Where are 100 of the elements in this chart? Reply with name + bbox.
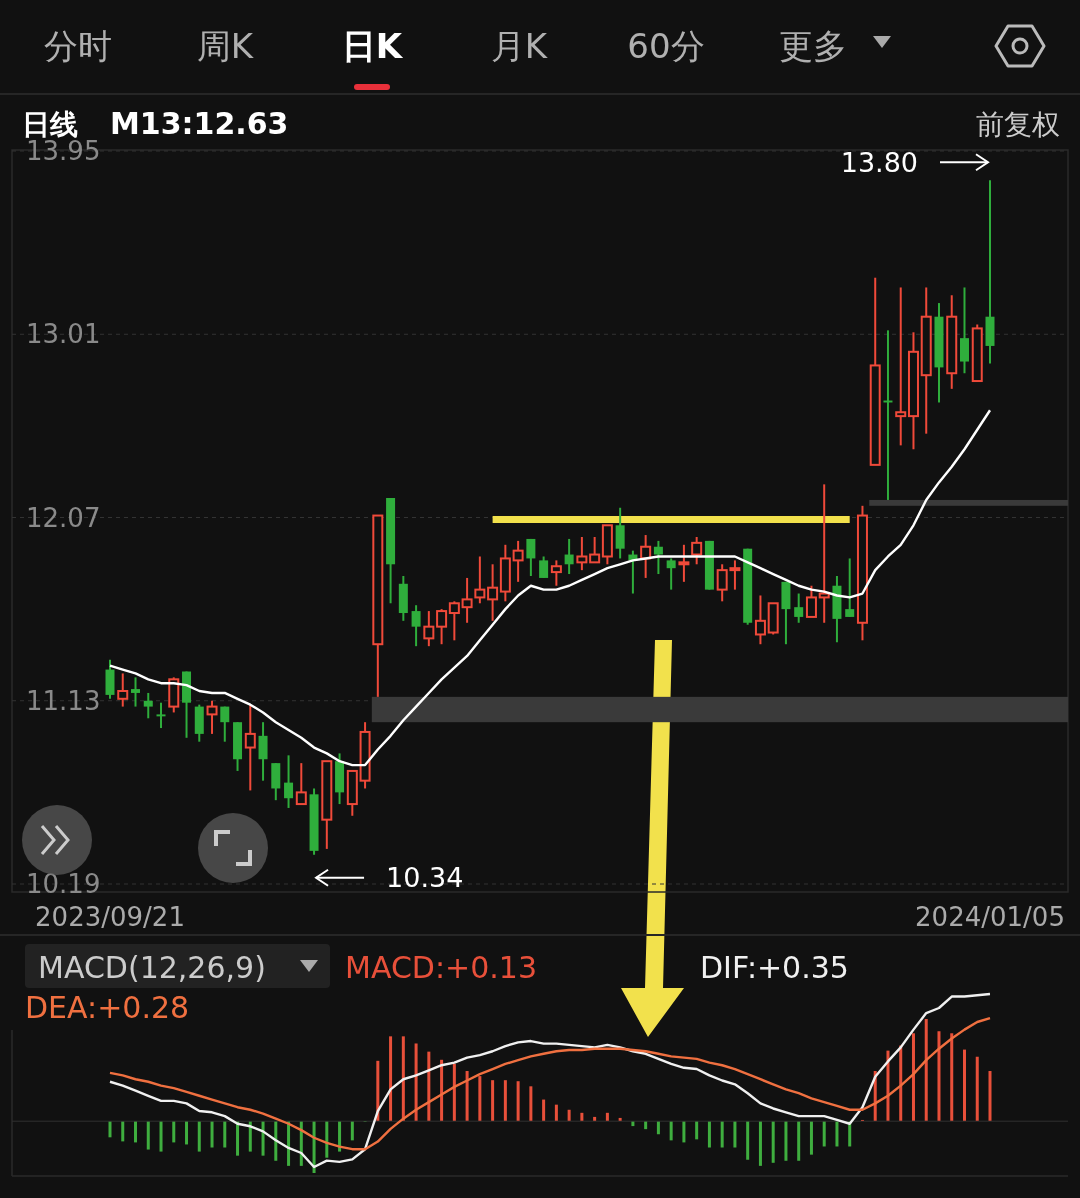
text: 月K <box>490 26 549 66</box>
candlestick <box>564 537 574 576</box>
bar <box>593 1116 597 1121</box>
candlestick <box>526 537 536 577</box>
candlestick <box>284 754 294 809</box>
candlestick <box>423 610 435 648</box>
bar <box>261 1120 265 1156</box>
candlestick <box>487 563 499 622</box>
bar <box>121 1120 125 1142</box>
bar <box>835 1120 839 1147</box>
bar <box>465 1071 469 1121</box>
candlestick <box>461 576 473 624</box>
text: DIF:+0.35 <box>700 950 849 985</box>
candlestick <box>678 543 690 583</box>
bar <box>452 1063 456 1121</box>
candlestick <box>895 286 907 447</box>
candlestick <box>512 539 524 583</box>
bar <box>414 1043 418 1121</box>
bar <box>962 1049 966 1121</box>
bar <box>911 1033 915 1121</box>
bar <box>159 1120 163 1152</box>
bar <box>491 1080 495 1121</box>
bar <box>682 1120 686 1143</box>
bar <box>427 1051 431 1121</box>
text: 更多 <box>779 26 847 66</box>
bar <box>389 1036 393 1121</box>
bar <box>937 1031 941 1121</box>
y-tick-label: 10.19 <box>26 869 101 900</box>
candlestick <box>448 600 460 642</box>
bar <box>325 1120 329 1158</box>
candlestick <box>589 535 601 564</box>
bar <box>656 1120 660 1135</box>
y-tick-label: 12.07 <box>26 502 101 533</box>
candlestick <box>576 535 588 572</box>
bar <box>567 1109 571 1121</box>
bar <box>580 1112 584 1121</box>
bar <box>899 1045 903 1121</box>
bar <box>478 1076 482 1121</box>
candlestick <box>411 604 421 648</box>
candlestick <box>436 608 448 646</box>
bar <box>822 1120 826 1147</box>
candlestick <box>666 557 676 591</box>
bar <box>771 1120 775 1163</box>
candlestick <box>156 701 166 730</box>
y-tick-label: 11.13 <box>26 685 101 716</box>
candlestick <box>539 555 549 579</box>
bar <box>746 1120 750 1160</box>
candlestick <box>754 594 766 646</box>
candlestick <box>691 535 703 566</box>
bar <box>401 1036 405 1121</box>
bar <box>236 1120 240 1156</box>
candlestick <box>474 555 486 605</box>
text: 周K <box>196 26 255 66</box>
bar <box>172 1120 176 1143</box>
x-tick-label: 2023/09/21 <box>35 902 185 932</box>
bar <box>707 1120 711 1148</box>
bar <box>350 1120 354 1141</box>
text: DEA:+0.28 <box>25 990 190 1025</box>
candlestick <box>805 584 817 618</box>
bar <box>924 1019 928 1121</box>
bar <box>440 1059 444 1121</box>
bar <box>886 1050 890 1121</box>
candlestick <box>794 592 804 624</box>
bar <box>695 1120 699 1140</box>
chart-title: MACD(12,26,9) <box>38 950 266 985</box>
y-tick-label: 13.01 <box>26 319 101 350</box>
bar <box>108 1120 112 1138</box>
bar <box>950 1033 954 1121</box>
text: 分时 <box>44 26 112 66</box>
candlestick <box>615 506 625 560</box>
annotation: 13.80 <box>840 146 918 178</box>
candlestick <box>143 691 153 720</box>
bar <box>720 1120 724 1148</box>
candlestick <box>959 286 969 375</box>
text: 日K <box>341 26 404 66</box>
bar <box>809 1120 813 1155</box>
line-series <box>108 409 992 767</box>
bar <box>210 1120 214 1148</box>
text: 前复权 <box>976 108 1060 141</box>
bar <box>758 1120 762 1166</box>
candlestick <box>258 721 268 782</box>
candlestick <box>206 699 218 735</box>
bar <box>797 1120 801 1161</box>
text: M13:12.63 <box>110 106 289 141</box>
candlestick <box>244 703 256 792</box>
bar <box>988 1071 992 1121</box>
bar <box>223 1120 227 1148</box>
bar <box>669 1120 673 1141</box>
bar <box>274 1120 278 1161</box>
candlestick <box>220 705 230 743</box>
bar <box>503 1080 507 1121</box>
candlestick <box>550 559 562 587</box>
candlestick <box>131 676 141 708</box>
bar <box>975 1056 979 1121</box>
annotation: 10.34 <box>386 862 464 894</box>
bar <box>197 1120 201 1152</box>
bar <box>605 1112 609 1121</box>
text: 60分 <box>627 26 705 66</box>
bar <box>529 1086 533 1121</box>
bar <box>733 1120 737 1148</box>
